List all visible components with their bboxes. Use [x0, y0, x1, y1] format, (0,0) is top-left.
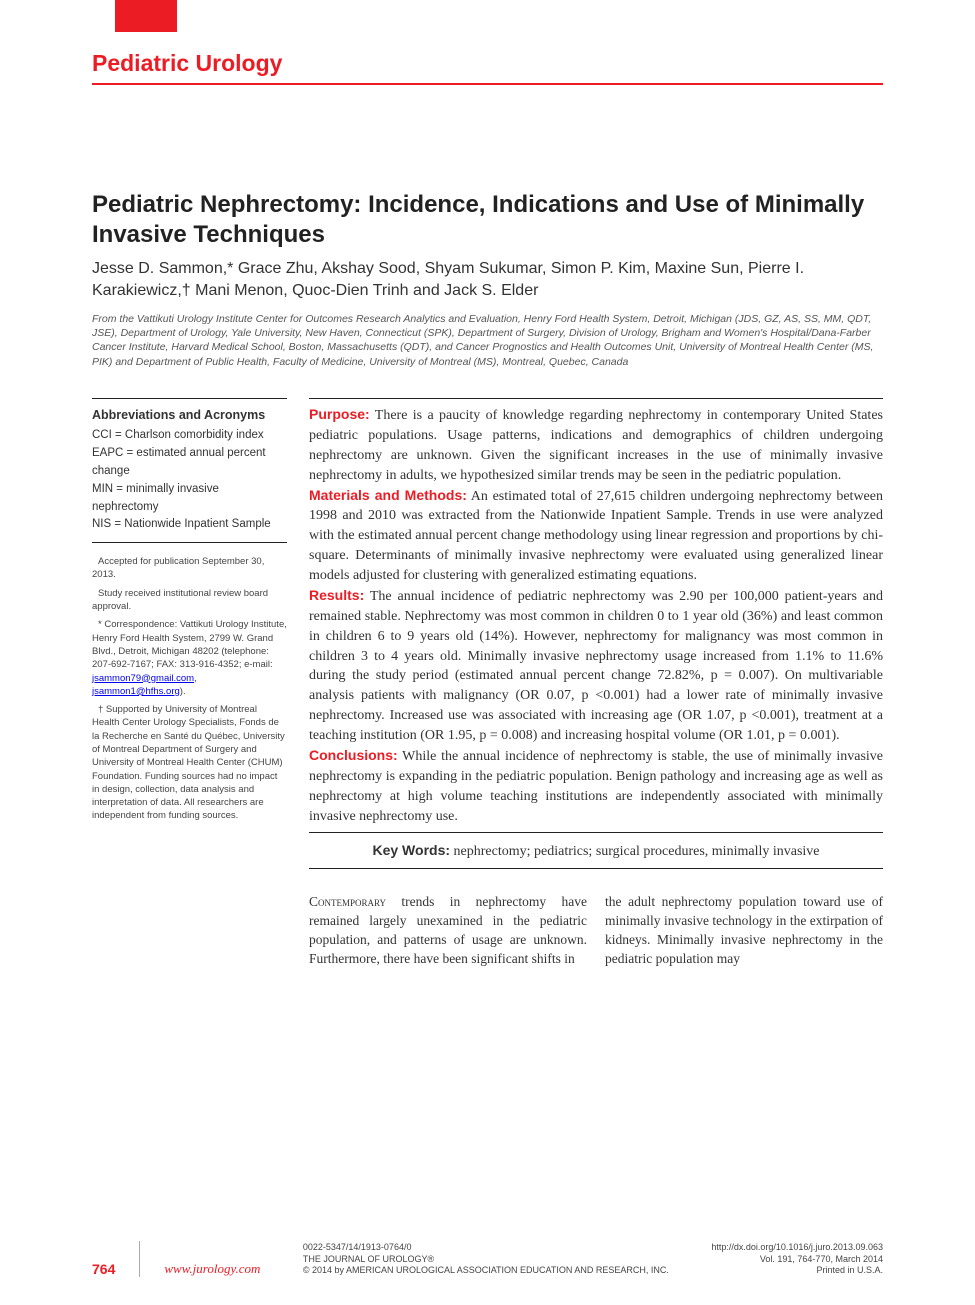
abbrev-heading: Abbreviations and Acronyms	[92, 407, 287, 423]
footer-issn: 0022-5347/14/1913-0764/0	[303, 1242, 669, 1254]
sidebar-notes: Accepted for publication September 30, 2…	[92, 555, 287, 823]
site-link[interactable]: www.jurology.com	[164, 1261, 260, 1277]
email-link[interactable]: jsammon79@gmail.com	[92, 673, 194, 684]
divider	[309, 868, 883, 869]
conclusions-label: Conclusions:	[309, 747, 398, 763]
body-col-right: the adult nephrectomy population toward …	[605, 893, 883, 969]
section-title: Pediatric Urology	[92, 50, 883, 85]
purpose-label: Purpose:	[309, 406, 370, 422]
footer-journal: THE JOURNAL OF UROLOGY®	[303, 1254, 669, 1266]
body-col-left: Contemporary trends in nephrectomy have …	[309, 893, 587, 969]
divider	[309, 832, 883, 833]
footer: 764 www.jurology.com 0022-5347/14/1913-0…	[92, 1241, 883, 1277]
article-title: Pediatric Nephrectomy: Incidence, Indica…	[92, 190, 883, 250]
abbrev-item: EAPC = estimated annual percent change	[92, 445, 287, 481]
results-label: Results:	[309, 587, 364, 603]
section-header: Pediatric Urology	[92, 50, 883, 85]
footer-center: 0022-5347/14/1913-0764/0 THE JOURNAL OF …	[303, 1242, 669, 1277]
affiliations: From the Vattikuti Urology Institute Cen…	[92, 312, 883, 369]
red-header-block	[115, 0, 177, 32]
sidebar: Abbreviations and Acronyms CCI = Charlso…	[92, 398, 287, 969]
divider	[309, 398, 883, 399]
keywords-label: Key Words:	[372, 842, 450, 858]
footer-doi: http://dx.doi.org/10.1016/j.juro.2013.09…	[711, 1242, 883, 1254]
abstract-conclusions: Conclusions: While the annual incidence …	[309, 746, 883, 827]
email-link[interactable]: jsammon1@hfhs.org	[92, 686, 180, 697]
body-text: Contemporary trends in nephrectomy have …	[309, 893, 883, 969]
footer-copyright: © 2014 by AMERICAN UROLOGICAL ASSOCIATIO…	[303, 1265, 669, 1277]
page-number: 764	[92, 1261, 115, 1277]
abbrev-item: NIS = Nationwide Inpatient Sample	[92, 516, 287, 534]
accepted-note: Accepted for publication September 30, 2…	[92, 555, 287, 582]
irb-note: Study received institutional review boar…	[92, 587, 287, 614]
footer-left: 764 www.jurology.com	[92, 1241, 260, 1277]
footer-citation: Vol. 191, 764-770, March 2014	[711, 1254, 883, 1266]
abbrev-item: CCI = Charlson comorbidity index	[92, 427, 287, 445]
abbrev-item: MIN = minimally invasive nephrectomy	[92, 481, 287, 517]
footer-printed: Printed in U.S.A.	[711, 1265, 883, 1277]
footer-divider	[139, 1241, 140, 1277]
keywords: Key Words: nephrectomy; pediatrics; surg…	[309, 841, 883, 862]
methods-label: Materials and Methods:	[309, 487, 467, 503]
support-note: † Supported by University of Montreal He…	[92, 703, 287, 823]
abstract-methods: Materials and Methods: An estimated tota…	[309, 486, 883, 586]
correspondence-note: * Correspondence: Vattikuti Urology Inst…	[92, 618, 287, 698]
author-list: Jesse D. Sammon,* Grace Zhu, Akshay Sood…	[92, 258, 883, 301]
main-content-area: Abbreviations and Acronyms CCI = Charlso…	[92, 398, 883, 969]
abstract-results: Results: The annual incidence of pediatr…	[309, 586, 883, 746]
abbreviations-box: Abbreviations and Acronyms CCI = Charlso…	[92, 398, 287, 543]
footer-right: http://dx.doi.org/10.1016/j.juro.2013.09…	[711, 1242, 883, 1277]
abstract-purpose: Purpose: There is a paucity of knowledge…	[309, 405, 883, 486]
abstract-column: Purpose: There is a paucity of knowledge…	[309, 398, 883, 969]
